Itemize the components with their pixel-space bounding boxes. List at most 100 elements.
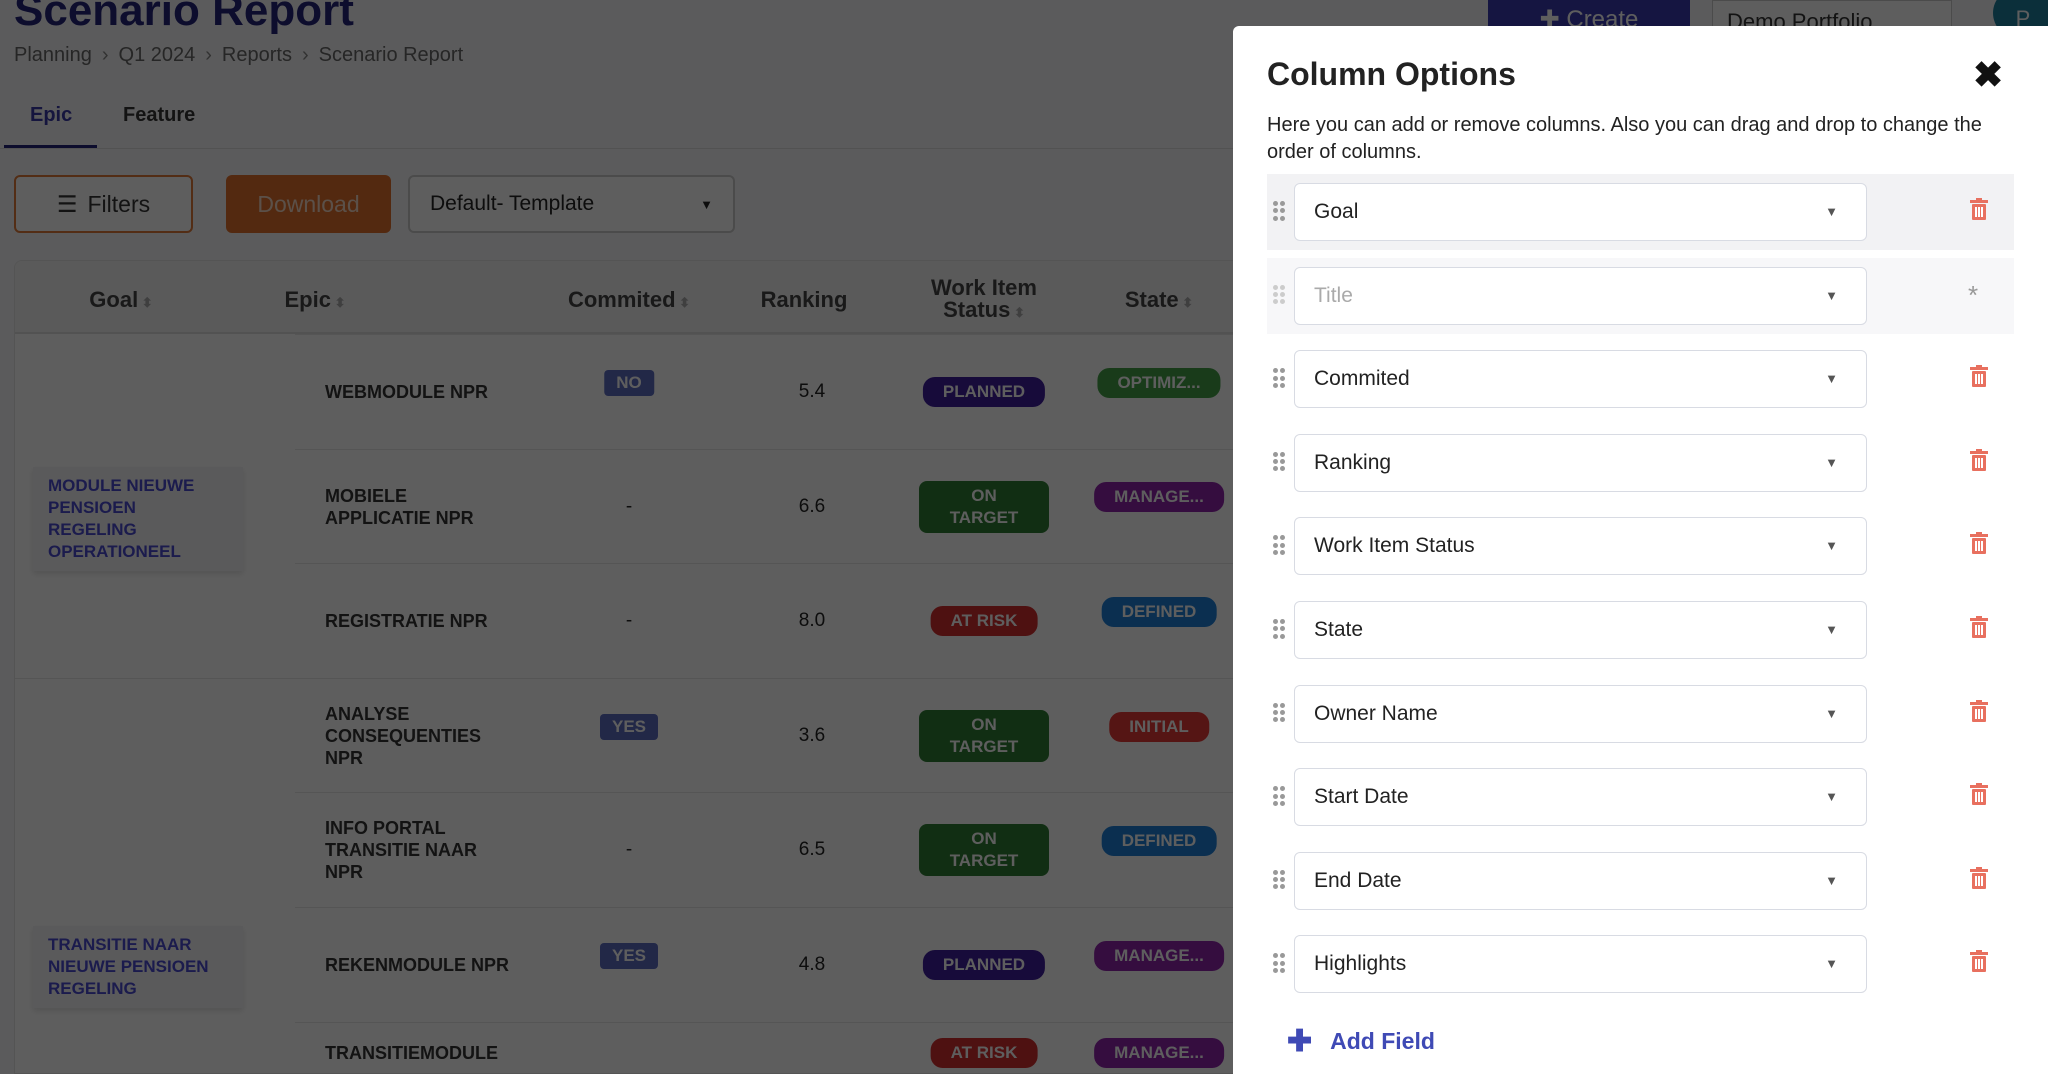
field-select[interactable]: Work Item Status ▼ xyxy=(1294,517,1867,576)
sort-icon[interactable]: ⬍ xyxy=(675,295,691,310)
filters-label: Filters xyxy=(87,190,151,217)
panel-description: Here you can add or remove columns. Also… xyxy=(1267,114,1982,163)
caret-down-icon: ▼ xyxy=(1825,538,1838,554)
epic-name[interactable]: REKENMODULE NPR xyxy=(325,955,510,975)
required-icon: * xyxy=(1968,279,1979,310)
tab-feature[interactable]: Feature xyxy=(123,104,196,126)
goal-group-divider xyxy=(15,677,295,679)
column-header[interactable]: State ⬍ xyxy=(1125,289,1193,314)
drag-handle-icon[interactable] xyxy=(1273,869,1285,890)
drag-handle-icon[interactable] xyxy=(1273,702,1285,723)
field-select[interactable]: Title ▼ xyxy=(1294,266,1867,325)
field-select[interactable]: End Date ▼ xyxy=(1294,851,1867,910)
trash-icon[interactable] xyxy=(1970,866,1988,894)
template-select[interactable]: Default- Template ▼ xyxy=(408,175,735,233)
portfolio-select[interactable]: Demo Portfolio xyxy=(1712,0,1952,34)
caret-down-icon: ▼ xyxy=(1825,956,1838,972)
field-value: Owner Name xyxy=(1314,701,1438,725)
drag-handle-icon[interactable] xyxy=(1273,535,1285,556)
active-tab-indicator xyxy=(4,145,97,148)
field-select[interactable]: Owner Name ▼ xyxy=(1294,684,1867,743)
tab-divider xyxy=(0,148,1240,149)
ranking-value: 4.8 xyxy=(798,954,826,975)
epic-name[interactable]: REGISTRATIE NPR xyxy=(325,611,488,632)
drag-handle-icon[interactable] xyxy=(1273,786,1285,806)
trash-icon[interactable] xyxy=(1970,783,1988,810)
breadcrumb: Planning › Q1 2024 › Reports › Scenario Rep… xyxy=(14,44,463,67)
status-badge: ON TARGET xyxy=(919,480,1049,533)
column-header[interactable]: Work Item Status ⬍ xyxy=(924,277,1044,324)
tab-epic[interactable]: Epic xyxy=(30,104,73,126)
epic-name[interactable]: INFO PORTAL TRANSITIE NAAR NPR xyxy=(325,818,477,883)
column-header[interactable]: Goal ⬍ xyxy=(89,289,152,314)
caret-down-icon: ▼ xyxy=(1825,622,1838,637)
chevron-right-icon: › xyxy=(301,44,309,66)
template-value: Default- Template xyxy=(430,192,595,215)
goal-badge[interactable]: MODULE NIEUWE PENSIOEN REGELING OPERATIO… xyxy=(33,467,243,571)
sort-icon[interactable]: ⬍ xyxy=(1010,305,1025,320)
state-badge: DEFINED xyxy=(1101,826,1217,857)
caret-down-icon: ▼ xyxy=(1825,371,1838,387)
trash-icon[interactable] xyxy=(1970,616,1988,643)
epic-name[interactable]: TRANSITIEMODULE xyxy=(325,1042,498,1063)
status-badge: AT RISK xyxy=(930,606,1038,637)
field-row: State ▼ xyxy=(1267,592,2014,668)
ranking-value: 5.4 xyxy=(798,381,826,402)
field-row: Goal ▼ xyxy=(1267,174,2014,250)
epic-name[interactable]: ANALYSE CONSEQUENTIES NPR xyxy=(325,703,482,768)
trash-icon[interactable] xyxy=(1970,699,1988,727)
field-select[interactable]: Highlights ▼ xyxy=(1294,935,1867,994)
column-header[interactable]: Ranking xyxy=(761,289,848,311)
breadcrumb-item[interactable]: Reports xyxy=(221,44,292,66)
state-badge: INITIAL xyxy=(1109,711,1209,742)
state-badge: MANAGE... xyxy=(1094,940,1224,971)
drag-handle-icon[interactable] xyxy=(1273,368,1285,388)
drag-handle-icon[interactable] xyxy=(1273,201,1285,221)
field-select[interactable]: State ▼ xyxy=(1294,601,1867,659)
drag-handle-icon[interactable] xyxy=(1273,619,1285,639)
field-select[interactable]: Goal ▼ xyxy=(1294,183,1867,241)
ranking-value: 3.6 xyxy=(798,724,826,746)
table-row: MOBIELE APPLICATIE NPR - 6.6 ON TARGET MANAG… xyxy=(295,448,1239,564)
drag-handle-icon[interactable] xyxy=(1273,953,1285,974)
field-row: Start Date ▼ xyxy=(1267,759,2014,835)
commited-badge: - xyxy=(625,839,633,861)
goal-badge[interactable]: TRANSITIE NAAR NIEUWE PENSIOEN REGELING xyxy=(33,926,243,1008)
breadcrumb-item[interactable]: Planning xyxy=(14,44,92,66)
epic-name[interactable]: WEBMODULE NPR xyxy=(325,382,488,402)
ranking-value: 8.0 xyxy=(798,610,826,632)
download-button[interactable]: Download xyxy=(226,175,391,233)
commited-badge: YES xyxy=(599,942,659,969)
column-header[interactable]: Epic ⬍ xyxy=(285,289,346,314)
trash-icon[interactable] xyxy=(1970,950,1988,977)
sort-icon[interactable]: ⬍ xyxy=(138,295,153,310)
add-field-button[interactable]: ✚ Add Field xyxy=(1287,1024,1435,1059)
drag-handle-icon[interactable] xyxy=(1273,451,1285,472)
breadcrumb-item[interactable]: Q1 2024 xyxy=(118,44,196,66)
sort-icon[interactable]: ⬍ xyxy=(1178,295,1194,310)
column-header-label: Commited xyxy=(567,287,676,312)
drag-handle-icon[interactable] xyxy=(1273,284,1285,305)
ranking-value: 6.6 xyxy=(798,495,826,517)
caret-down-icon: ▼ xyxy=(1825,454,1838,470)
trash-icon[interactable] xyxy=(1970,198,1988,225)
field-select[interactable]: Start Date ▼ xyxy=(1294,768,1867,827)
field-value: End Date xyxy=(1314,868,1402,892)
field-select[interactable]: Ranking ▼ xyxy=(1294,433,1867,492)
report-table: Goal ⬍ Epic ⬍ Commited ⬍ Ranking Work Item S… xyxy=(14,260,1240,1074)
filters-button[interactable]: ☰ Filters xyxy=(14,175,193,233)
trash-icon[interactable] xyxy=(1970,448,1988,476)
field-value: State xyxy=(1314,618,1364,641)
column-options-panel: Column Options ✖ Here you can add or rem… xyxy=(1233,26,2048,1074)
close-icon[interactable]: ✖ xyxy=(1973,54,2004,95)
status-badge: PLANNED xyxy=(922,950,1046,980)
field-select[interactable]: Commited ▼ xyxy=(1294,350,1867,409)
column-header[interactable]: Commited ⬍ xyxy=(568,289,690,314)
trash-icon[interactable] xyxy=(1970,365,1988,392)
field-row: Commited ▼ xyxy=(1267,341,2014,417)
trash-icon[interactable] xyxy=(1970,532,1988,559)
state-badge: DEFINED xyxy=(1101,597,1217,628)
epic-name[interactable]: MOBIELE APPLICATIE NPR xyxy=(325,485,474,528)
sort-icon[interactable]: ⬍ xyxy=(330,295,346,310)
filter-icon: ☰ xyxy=(56,190,78,217)
